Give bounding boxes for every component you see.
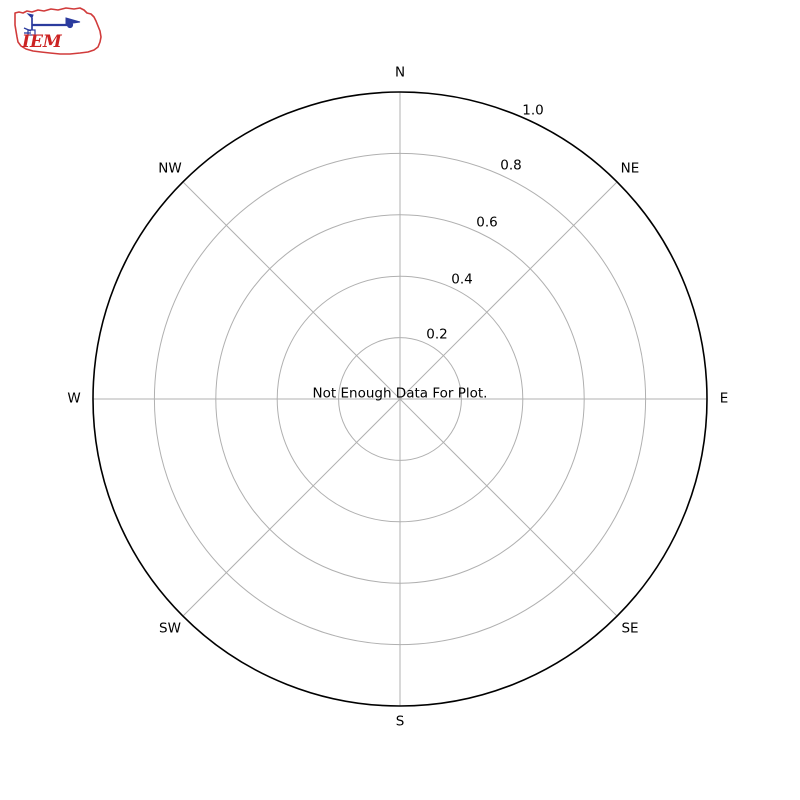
angular-gridline-NW [182, 181, 401, 400]
angular-gridline-NE [399, 181, 618, 400]
radial-tick-label-1.0: 1.0 [522, 102, 544, 119]
polar-outer-spine [92, 91, 708, 707]
weather-instrument-icon [23, 13, 81, 36]
angular-gridline-SW [182, 398, 401, 617]
axis-label-n: N [394, 64, 406, 81]
axis-label-e: E [719, 390, 729, 407]
radial-tick-label-0.8: 0.8 [500, 157, 522, 174]
iem-logo-text: IEM [21, 32, 63, 52]
iem-logo: IEM [8, 4, 112, 56]
iem-logo-svg: IEM [14, 7, 102, 55]
axis-label-s: S [395, 713, 405, 730]
axis-label-sw: SW [159, 620, 181, 637]
axis-label-ne: NE [620, 160, 640, 177]
radial-tick-label-0.6: 0.6 [476, 214, 498, 231]
axis-label-w: W [67, 390, 81, 407]
no-data-message: Not Enough Data For Plot. [312, 385, 488, 402]
angular-gridlines [93, 92, 707, 706]
radial-tick-label-0.2: 0.2 [426, 326, 448, 343]
iowa-outline-shape [14, 7, 102, 55]
angular-gridline-SE [399, 398, 618, 617]
axis-label-nw: NW [158, 160, 182, 177]
axis-label-se: SE [621, 620, 639, 637]
radial-tick-label-0.4: 0.4 [451, 271, 473, 288]
